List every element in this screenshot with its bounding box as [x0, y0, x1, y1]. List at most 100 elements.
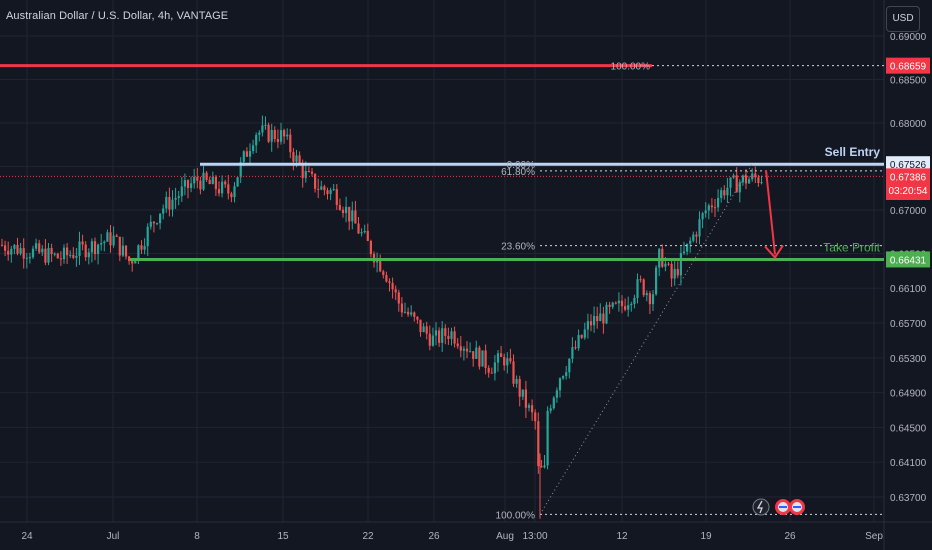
- take-profit-price-tag-text: 0.66431: [890, 255, 927, 266]
- candle-body: [87, 252, 90, 258]
- candle-body: [146, 226, 149, 247]
- candle-body: [627, 305, 630, 310]
- candle-body: [385, 275, 388, 282]
- candle-body: [128, 256, 131, 262]
- candle-body: [549, 408, 552, 411]
- candle-body: [25, 257, 28, 259]
- candle-body: [472, 351, 475, 359]
- y-tick-label: 0.65300: [890, 354, 927, 365]
- candle-body: [53, 253, 56, 255]
- candle-body: [503, 356, 506, 366]
- candle-body: [419, 319, 422, 332]
- time-axis[interactable]: 24 Jul 8 15 22 26 Aug 13:00 12 19 26 Sep: [21, 531, 883, 542]
- x-tick-label: 26: [428, 531, 440, 542]
- currency-button[interactable]: USD: [886, 6, 920, 32]
- candle-body: [66, 247, 69, 256]
- candle-body: [90, 241, 93, 253]
- candles: [0, 115, 763, 519]
- candle-body: [152, 221, 155, 224]
- candle-body: [527, 405, 531, 408]
- y-tick-label: 0.63700: [890, 493, 927, 504]
- candle-body: [478, 347, 481, 367]
- candle-body: [509, 358, 512, 362]
- candle-body: [35, 243, 38, 249]
- candle-body: [0, 244, 4, 246]
- candle-body: [230, 193, 233, 198]
- candle-body: [323, 186, 326, 191]
- candle-body: [518, 379, 521, 397]
- candle-body: [214, 176, 217, 190]
- candle-body: [369, 240, 372, 255]
- sell-arrow: [765, 170, 776, 255]
- candle-body: [400, 303, 403, 313]
- candle-body: [258, 132, 261, 135]
- fib-label: 100.00%: [611, 62, 651, 73]
- candle-body: [611, 302, 614, 307]
- candle-body: [72, 254, 75, 258]
- candle-body: [193, 177, 196, 184]
- candle-body: [121, 245, 124, 256]
- candle-body: [115, 235, 118, 237]
- last-price-tag: [886, 168, 930, 185]
- candle-body: [670, 263, 673, 279]
- candle-body: [506, 358, 509, 366]
- candle-body: [748, 179, 751, 184]
- x-tick-label: 8: [194, 531, 200, 542]
- candle-body: [425, 326, 428, 334]
- candle-body: [183, 180, 186, 187]
- flag-icon-stripe: [793, 506, 801, 508]
- candle-body: [348, 206, 351, 222]
- candle-body: [149, 221, 152, 227]
- candle-body: [295, 155, 298, 162]
- candle-body: [38, 243, 41, 253]
- candle-body: [292, 152, 295, 162]
- candle-body: [217, 189, 221, 194]
- candle-body: [137, 245, 140, 260]
- candle-body: [630, 303, 633, 306]
- candle-body: [645, 293, 648, 296]
- x-tick-label: 22: [362, 531, 374, 542]
- candle-body: [168, 197, 171, 210]
- candle-body: [221, 181, 224, 194]
- candle-body: [568, 358, 571, 373]
- candle-body: [264, 124, 267, 126]
- lightning-icon: [752, 498, 770, 516]
- candle-body: [202, 172, 205, 190]
- candle-body: [403, 311, 407, 313]
- candle-body: [69, 254, 72, 256]
- candle-body: [199, 180, 202, 190]
- candle-body: [431, 335, 434, 346]
- candle-body: [450, 331, 453, 339]
- candle-body: [605, 304, 608, 324]
- candle-body: [407, 311, 410, 315]
- candle-body: [363, 230, 366, 233]
- candle-body: [78, 241, 81, 257]
- flag-icon-stripe: [779, 506, 787, 508]
- candle-body: [428, 333, 431, 346]
- y-tick-label: 0.64500: [890, 423, 927, 434]
- candle-body: [236, 177, 239, 187]
- drawings[interactable]: 100.00% 0.00%61.80% 23.60% 100.00% Sell Entr…: [0, 62, 884, 522]
- candle-body: [710, 205, 713, 208]
- candle-body: [28, 257, 31, 259]
- candle-body: [44, 248, 47, 263]
- candle-body: [112, 235, 115, 246]
- candle-body: [434, 330, 438, 336]
- candle-body: [301, 163, 304, 178]
- candle-body: [227, 184, 230, 194]
- take-profit-label: Take Profit: [823, 240, 880, 254]
- price-axis[interactable]: 0.690000.685000.680000.675000.670000.665…: [886, 32, 930, 504]
- candle-body: [270, 129, 273, 142]
- candle-body: [335, 189, 338, 205]
- candle-body: [180, 186, 183, 197]
- candle-body: [490, 372, 493, 374]
- candle-body: [109, 232, 112, 246]
- y-tick-label: 0.68000: [890, 119, 927, 130]
- candle-body: [698, 219, 701, 237]
- candle-body: [558, 378, 562, 391]
- candle-body: [93, 241, 97, 255]
- candle-body: [329, 189, 332, 195]
- candle-body: [4, 245, 7, 251]
